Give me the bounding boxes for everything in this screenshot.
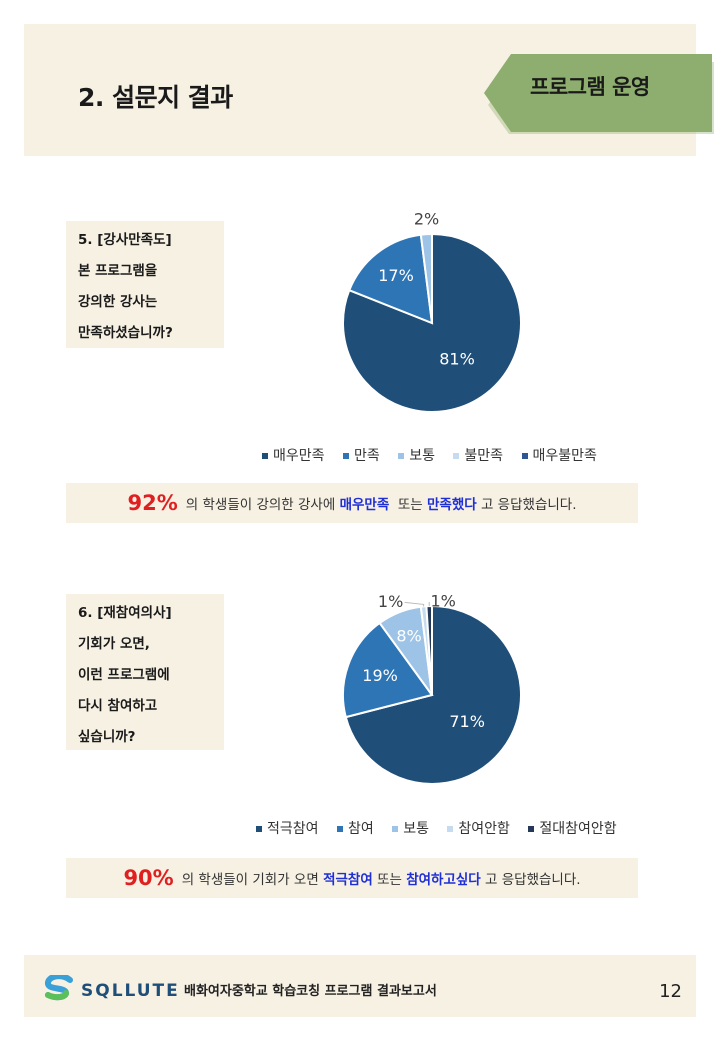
summary-text-2: 또는 (397, 497, 423, 513)
pie-slice-2 (419, 232, 433, 324)
legend-swatch (447, 826, 454, 832)
legend-item-q5-4: 매우불만족 (521, 445, 597, 465)
legend-item-q6-0: 적극참여 (256, 818, 319, 838)
q6-line-5: 싶습니까? (78, 729, 136, 745)
page-number: 12 (659, 981, 682, 1002)
pie-leader-line-3 (404, 601, 425, 607)
pie-data-label-4: 1% (431, 592, 456, 611)
page-footer: SQLLUTE 배화여자중학교 학습코칭 프로그램 결과보고서 12 (24, 955, 696, 1017)
legend-item-q5-3: 불만족 (453, 445, 503, 465)
badge-label: 프로그램 운영 (530, 75, 650, 99)
summary-highlight-2: 만족했다 (426, 497, 477, 513)
legend-swatch (392, 826, 399, 832)
report-title: 배화여자중학교 학습코칭 프로그램 결과보고서 (184, 984, 437, 999)
q5-line-4: 만족하셨습니까? (78, 325, 173, 341)
pie-data-label-1: 17% (378, 266, 414, 285)
logo-icon (45, 975, 73, 1001)
summary-highlight-1: 매우만족 (339, 497, 390, 513)
legend-label: 보통 (403, 821, 429, 837)
summary-q6: 90% 의 학생들이 기회가 오면 적극참여 또는 참여하고싶다 고 응답했습니… (66, 858, 638, 898)
legend-swatch (342, 453, 349, 459)
summary-percent: 92% (127, 491, 178, 515)
legend-label: 보통 (409, 448, 435, 464)
q6-line-1: 6. [재참여의사] (78, 605, 172, 621)
legend-item-q6-1: 참여 (336, 818, 374, 838)
pie-chart-q6: 71% 19% 8% 1% 1% (342, 592, 522, 785)
q6-line-2: 기회가 오면, (78, 636, 150, 652)
legend-label: 매우불만족 (532, 448, 597, 464)
legend-swatch (256, 826, 262, 832)
legend-label: 절대참여안함 (539, 821, 617, 837)
pie-data-label-0: 81% (439, 349, 475, 368)
q5-line-3: 강의한 강사는 (78, 294, 158, 310)
brand-name: SQLLUTE (81, 981, 180, 1001)
page-title: 2. 설문지 결과 (78, 83, 233, 112)
summary-q5: 92% 의 학생들이 강의한 강사에 매우만족 또는 만족했다 고 응답했습니다… (66, 483, 638, 523)
legend-label: 참여 (347, 821, 374, 837)
summary-text-1: 의 학생들이 기회가 오면 (181, 872, 319, 888)
pie-slice-0 (344, 604, 522, 785)
summary-text-2: 또는 (377, 872, 402, 888)
question-box-q6: 6. [재참여의사] 기회가 오면, 이런 프로그램에 다시 참여하고 싶습니까… (66, 594, 224, 750)
pie-slice-1 (347, 233, 434, 325)
legend-swatch (453, 453, 460, 459)
q5-line-2: 본 프로그램을 (78, 263, 158, 279)
summary-text-3: 고 응답했습니다. (480, 497, 577, 513)
summary-text-3: 고 응답했습니다. (485, 872, 581, 888)
summary-highlight-1: 적극참여 (323, 872, 373, 888)
pie-data-label-0: 71% (449, 712, 485, 731)
q5-line-1: 5. [강사만족도] (78, 232, 172, 248)
section-badge: 프로그램 운영 (484, 44, 714, 134)
question-box-q5: 5. [강사만족도] 본 프로그램을 강의한 강사는 만족하셨습니까? (66, 221, 224, 348)
legend-swatch (262, 453, 268, 459)
pie-chart-q5: 81% 17% 2% (342, 209, 522, 413)
q6-line-3: 이런 프로그램에 (78, 667, 170, 683)
legend-label: 참여안함 (458, 821, 510, 837)
legend-q6: 적극참여 참여 보통 참여안함 절대참여안함 (256, 818, 617, 838)
legend-item-q6-2: 보통 (392, 818, 429, 838)
summary-text-1: 의 학생들이 강의한 강사에 (185, 497, 336, 513)
summary-percent: 90% (123, 866, 174, 890)
legend-item-q5-2: 보통 (398, 445, 435, 465)
pie-slice-1 (342, 621, 434, 719)
legend-label: 매우만족 (273, 448, 325, 464)
legend-q5: 매우만족 만족 보통 불만족 매우불만족 (262, 445, 597, 465)
legend-label: 만족 (353, 448, 380, 464)
legend-label: 적극참여 (267, 821, 319, 837)
legend-item-q6-4: 절대참여안함 (528, 818, 617, 838)
q6-line-4: 다시 참여하고 (78, 698, 158, 714)
legend-item-q5-0: 매우만족 (262, 445, 325, 465)
legend-swatch (336, 826, 343, 832)
badge-arrow-shape (484, 54, 714, 134)
pie-data-label-3: 1% (378, 592, 403, 611)
legend-label: 불만족 (464, 448, 504, 464)
legend-item-q5-1: 만족 (342, 445, 380, 465)
legend-swatch (521, 453, 528, 459)
legend-swatch (528, 826, 535, 832)
legend-item-q6-3: 참여안함 (447, 818, 510, 838)
pie-data-label-2: 2% (414, 209, 439, 228)
pie-data-label-1: 19% (362, 666, 398, 685)
pie-data-label-2: 8% (396, 627, 421, 646)
summary-highlight-2: 참여하고싶다 (406, 872, 481, 888)
legend-swatch (398, 453, 405, 459)
